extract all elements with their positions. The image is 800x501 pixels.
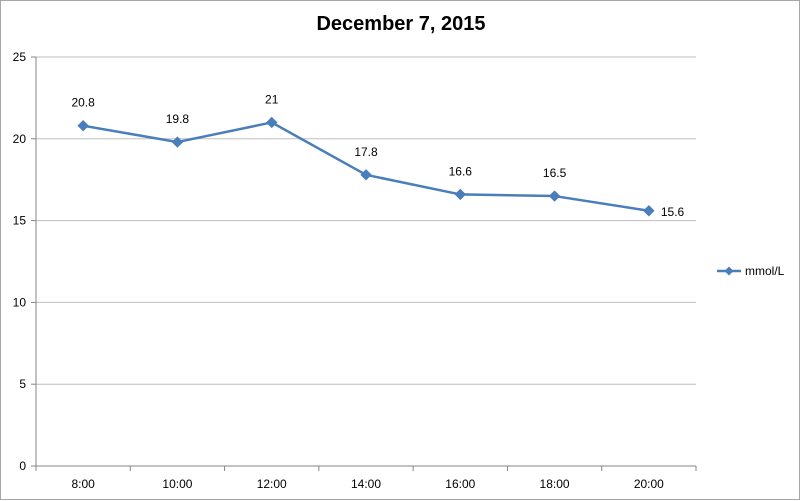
y-tick-label-1: 5 xyxy=(19,377,26,391)
legend-label: mmol/L xyxy=(745,264,785,278)
x-tick-label-1: 10:00 xyxy=(162,477,192,491)
data-point-2 xyxy=(266,116,278,129)
x-tick-label-3: 14:00 xyxy=(351,477,381,491)
data-point-4 xyxy=(454,188,466,201)
data-label-5: 16.5 xyxy=(543,166,567,180)
y-tick-label-5: 25 xyxy=(13,50,27,64)
legend-marker xyxy=(724,266,734,276)
y-tick-label-3: 15 xyxy=(13,214,27,228)
data-point-6 xyxy=(643,205,655,217)
y-tick-label-4: 20 xyxy=(13,132,27,146)
y-tick-label-2: 10 xyxy=(13,295,27,309)
chart-title: December 7, 2015 xyxy=(316,13,486,35)
x-tick-label-6: 20:00 xyxy=(634,477,664,491)
data-point-3 xyxy=(360,169,372,181)
data-label-2: 21 xyxy=(265,92,279,106)
data-point-1 xyxy=(171,136,184,148)
x-tick-label-0: 8:00 xyxy=(71,477,95,491)
data-label-3: 17.8 xyxy=(354,145,378,159)
x-tick-label-4: 16:00 xyxy=(445,477,475,491)
data-label-6: 15.6 xyxy=(661,205,685,219)
data-label-4: 16.6 xyxy=(449,164,473,178)
data-point-0 xyxy=(77,120,89,132)
x-tick-label-2: 12:00 xyxy=(257,477,287,491)
data-label-0: 20.8 xyxy=(71,96,95,110)
y-tick-label-0: 0 xyxy=(19,459,26,473)
data-point-5 xyxy=(548,190,561,202)
x-tick-label-5: 18:00 xyxy=(540,477,570,491)
data-label-1: 19.8 xyxy=(166,112,190,126)
